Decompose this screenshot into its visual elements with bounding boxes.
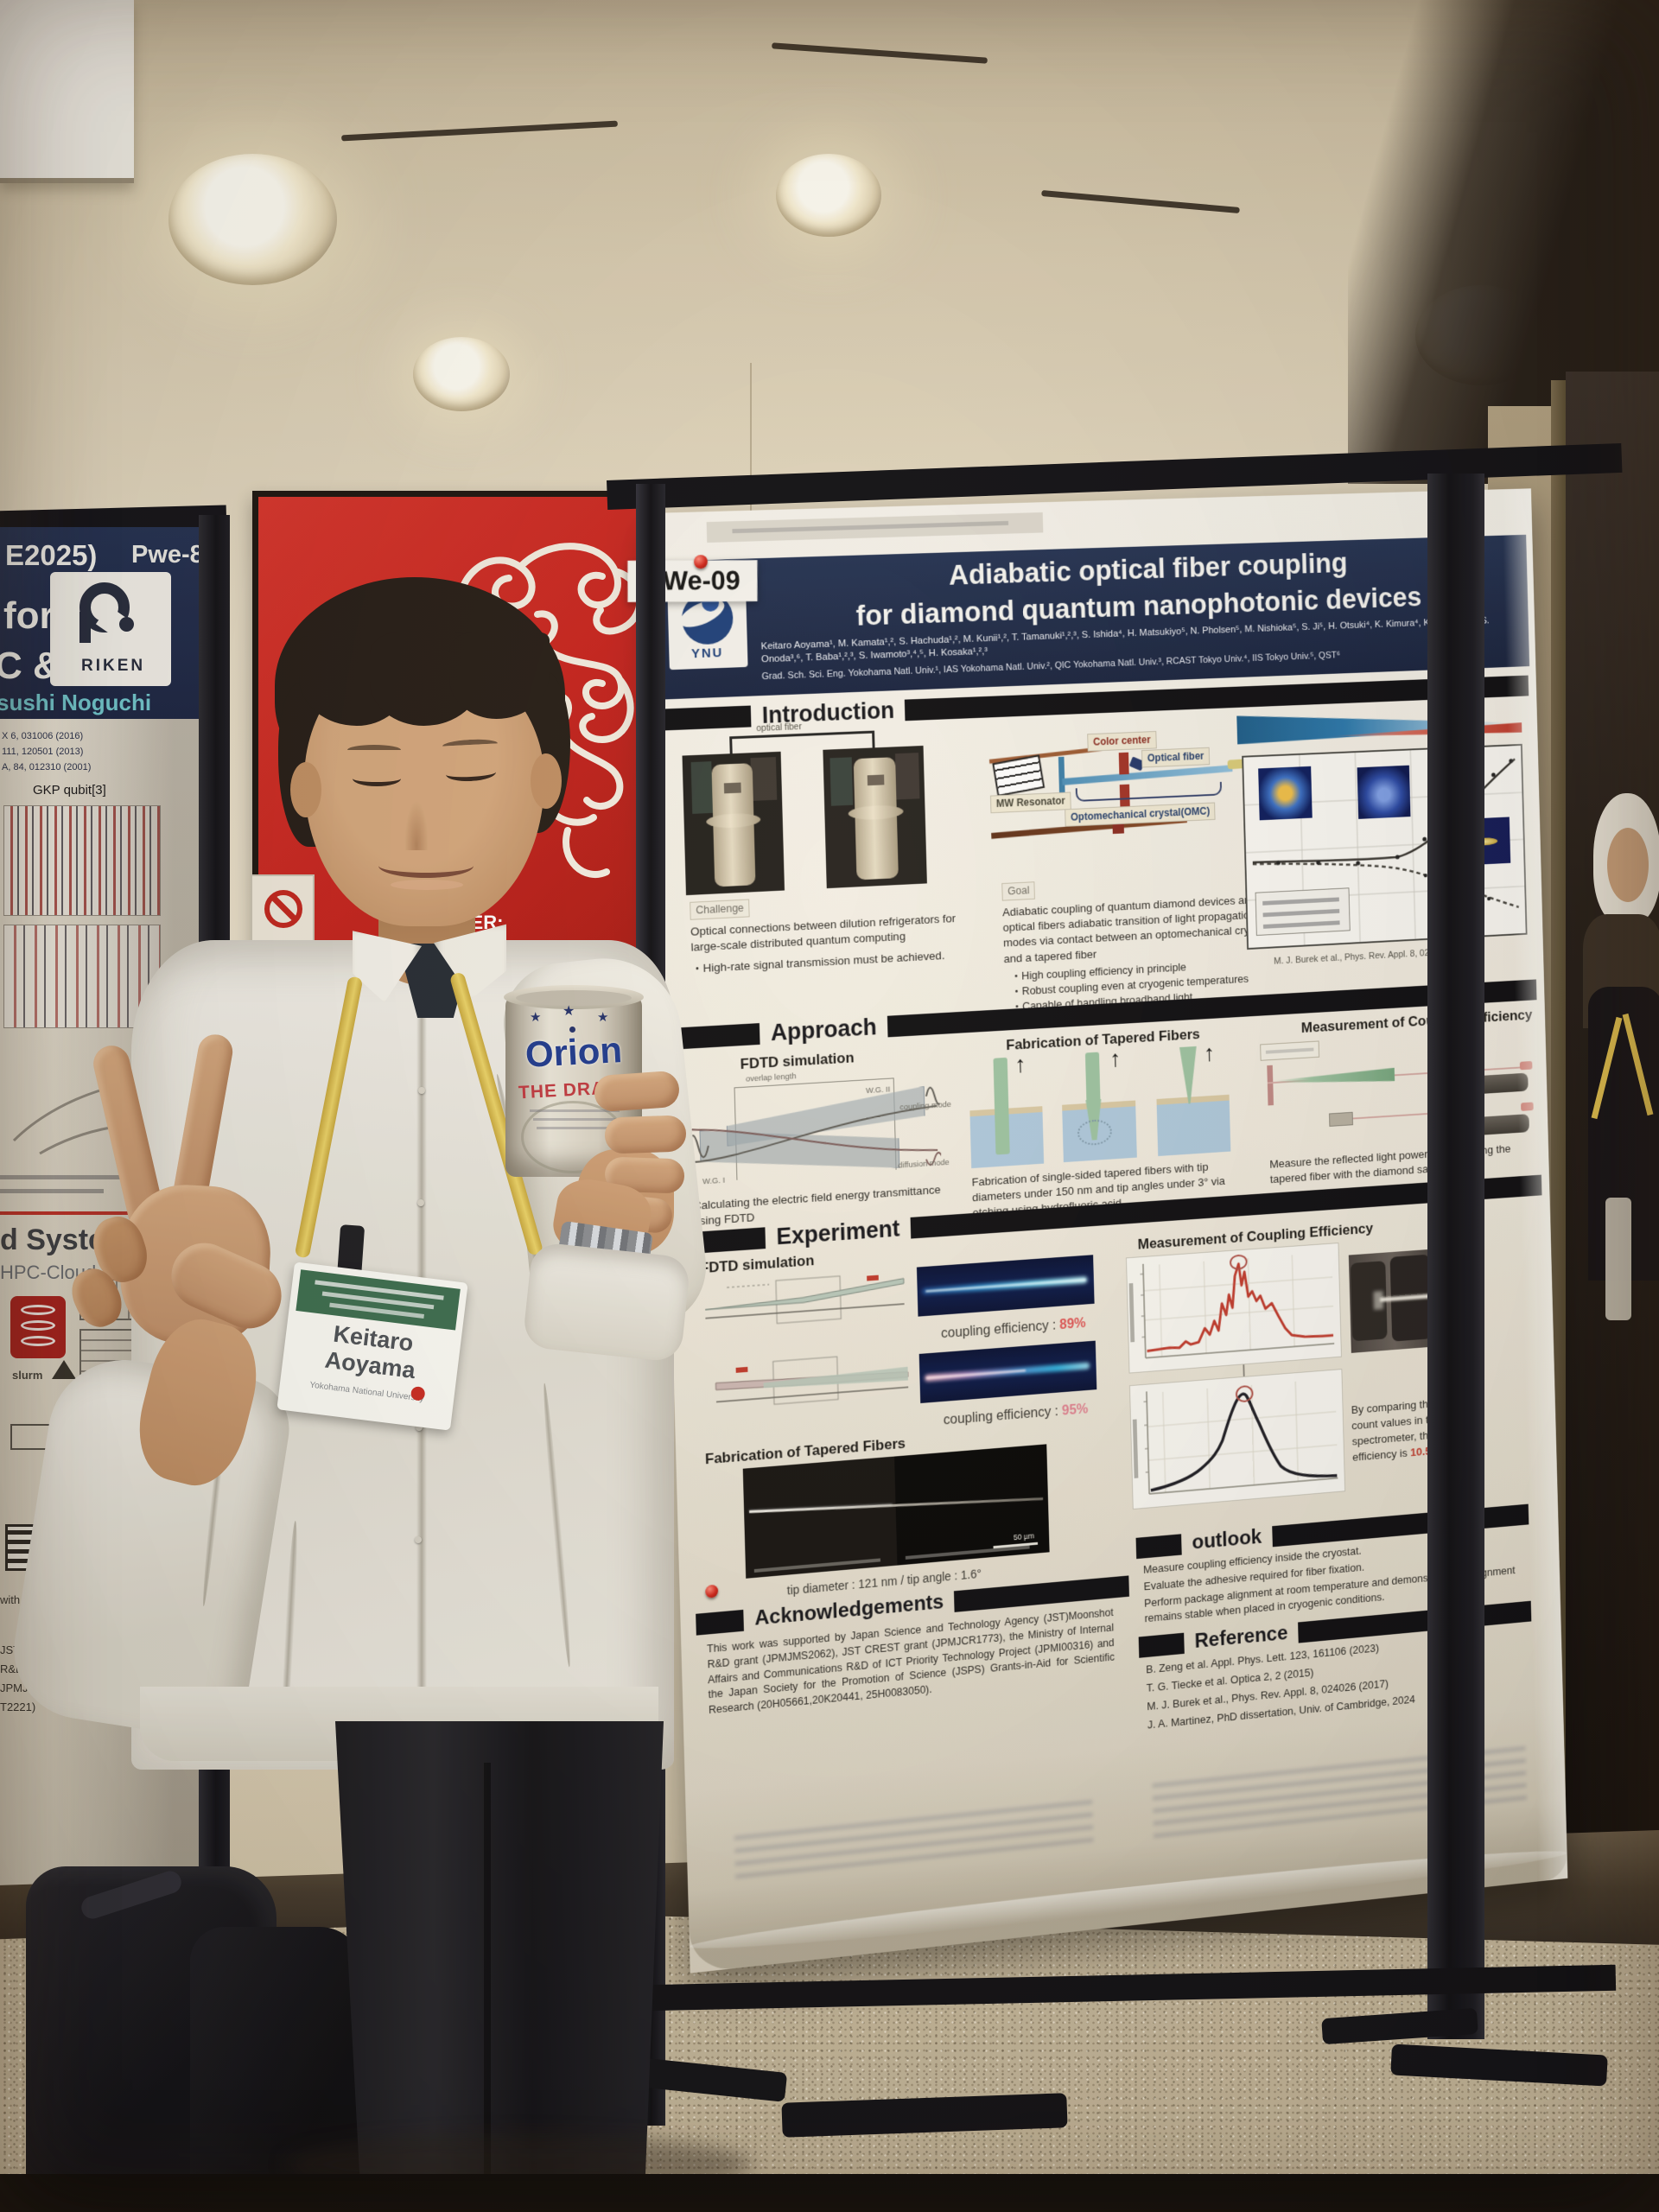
can-star-icon: ★ [530,1010,542,1025]
goal-label: Goal [1001,881,1036,901]
shirt-button [417,1199,424,1206]
ear [531,753,562,809]
chart-legend [1255,887,1351,937]
left-poster-code: Pwe-8 [131,541,204,569]
eyebrow [347,745,401,755]
measurement-schematic [1258,1028,1537,1151]
up-arrow-icon: ↑ [1203,1039,1216,1066]
result2: coupling efficiency : 95% [943,1402,1089,1428]
color-center-label: Color center [1087,730,1157,752]
spectrum-chart-black [1128,1369,1346,1510]
device-diagram: Color center Optical fiber MW Resonator … [988,724,1252,861]
mouth-smile [378,854,474,878]
reflected-face [1607,828,1649,902]
shirt-cuff [522,1241,691,1363]
mode-inset [1357,765,1411,819]
ceiling-panel [0,0,134,183]
wall-seam [750,363,752,570]
stand-pole-right [1427,474,1484,2039]
goal-text: Adiabatic coupling of quantum diamond de… [1001,893,1267,965]
omc-label: Optomechanical crystal(OMC) [1065,802,1216,827]
etch-diagram: ↑ ↑ ↑ [969,1040,1233,1172]
no-smoking-icon [264,890,302,928]
lip-highlight [391,880,463,890]
pants-crease [484,1763,491,2212]
left-poster-stripe-chart [3,805,161,916]
shirt-button [415,1536,422,1543]
main-poster: Adiabatic optical fiber coupling for dia… [627,488,1568,1974]
ceiling-light [413,337,510,411]
up-arrow-icon: ↑ [1014,1051,1027,1077]
left-poster-author-fragment: sushi Noguchi [0,690,152,715]
can-dot [569,1027,575,1033]
left-poster-ref: 111, 120501 (2013) [2,747,84,757]
backpack-pocket [190,1927,363,2212]
finger-wrap [604,1115,687,1154]
left-poster-ref: X 6, 031006 (2016) [2,731,84,741]
reflection-highlight [1605,1198,1631,1320]
can-star-icon: ★ [597,1010,609,1025]
can-brand: Orion [524,1029,624,1075]
shirt-button [418,1087,425,1094]
left-poster-header: E2025) Pwe-8 for C & ML RIKEN sushi Nogu… [0,527,204,719]
left-poster-figure-label: GKP qubit[3] [33,783,106,798]
riken-logo: RIKEN [50,572,171,686]
fridge-photo [823,745,927,889]
sem-scale-text: 50 µm [1013,1531,1035,1542]
pants [335,1721,664,2212]
wg2-label: W.G. II [865,1084,891,1096]
coupling-mode-label: coupling mode [899,1099,952,1113]
left-poster-header-fragment: E2025) [5,539,98,571]
poster-header: Adiabatic optical fiber coupling for dia… [658,534,1530,700]
poster-top-strip [706,512,1044,543]
hair-fringe [449,632,550,719]
mountain-icon [52,1360,76,1379]
ear [290,762,321,817]
sim-image [918,1340,1097,1403]
riken-logo-text: RIKEN [81,657,146,675]
left-ack-fragment: T2221) [0,1700,36,1713]
database-icon [10,1296,66,1358]
sim-schematic [712,1346,912,1416]
nose-shadow [404,800,429,850]
ceiling-light [776,154,881,237]
eye-closed-smiling [353,771,401,786]
left-poster-ref: A, 84, 012310 (2001) [2,762,92,772]
sim-image [916,1255,1095,1317]
finger-wrap [593,1070,681,1113]
up-arrow-icon: ↑ [1109,1046,1122,1072]
left-poster-title-fragment: for [3,594,54,637]
slurm-label: slurm [12,1369,43,1382]
spectrum-chart-red [1125,1243,1342,1374]
red-rule [0,1211,130,1215]
diffusion-mode-label: diffusion mode [898,1157,950,1171]
optical-fiber-label: Optical fiber [1141,747,1211,768]
sem-image: 50 µm [742,1444,1050,1579]
mw-resonator-label: MW Resonator [989,791,1071,814]
name-badge: Keitaro Aoyama Yokohama National Univers… [276,1262,468,1431]
shirt-button [416,1424,423,1431]
can-star-icon: ★ [563,1004,575,1019]
mode-inset [1258,766,1313,821]
left-poster-stripe-chart [3,925,161,1028]
result1: coupling efficiency : 89% [940,1316,1086,1342]
ceiling-light [168,154,337,285]
person: Keitaro Aoyama Yokohama National Univers… [0,553,778,2212]
bottom-bar [0,2174,1659,2212]
